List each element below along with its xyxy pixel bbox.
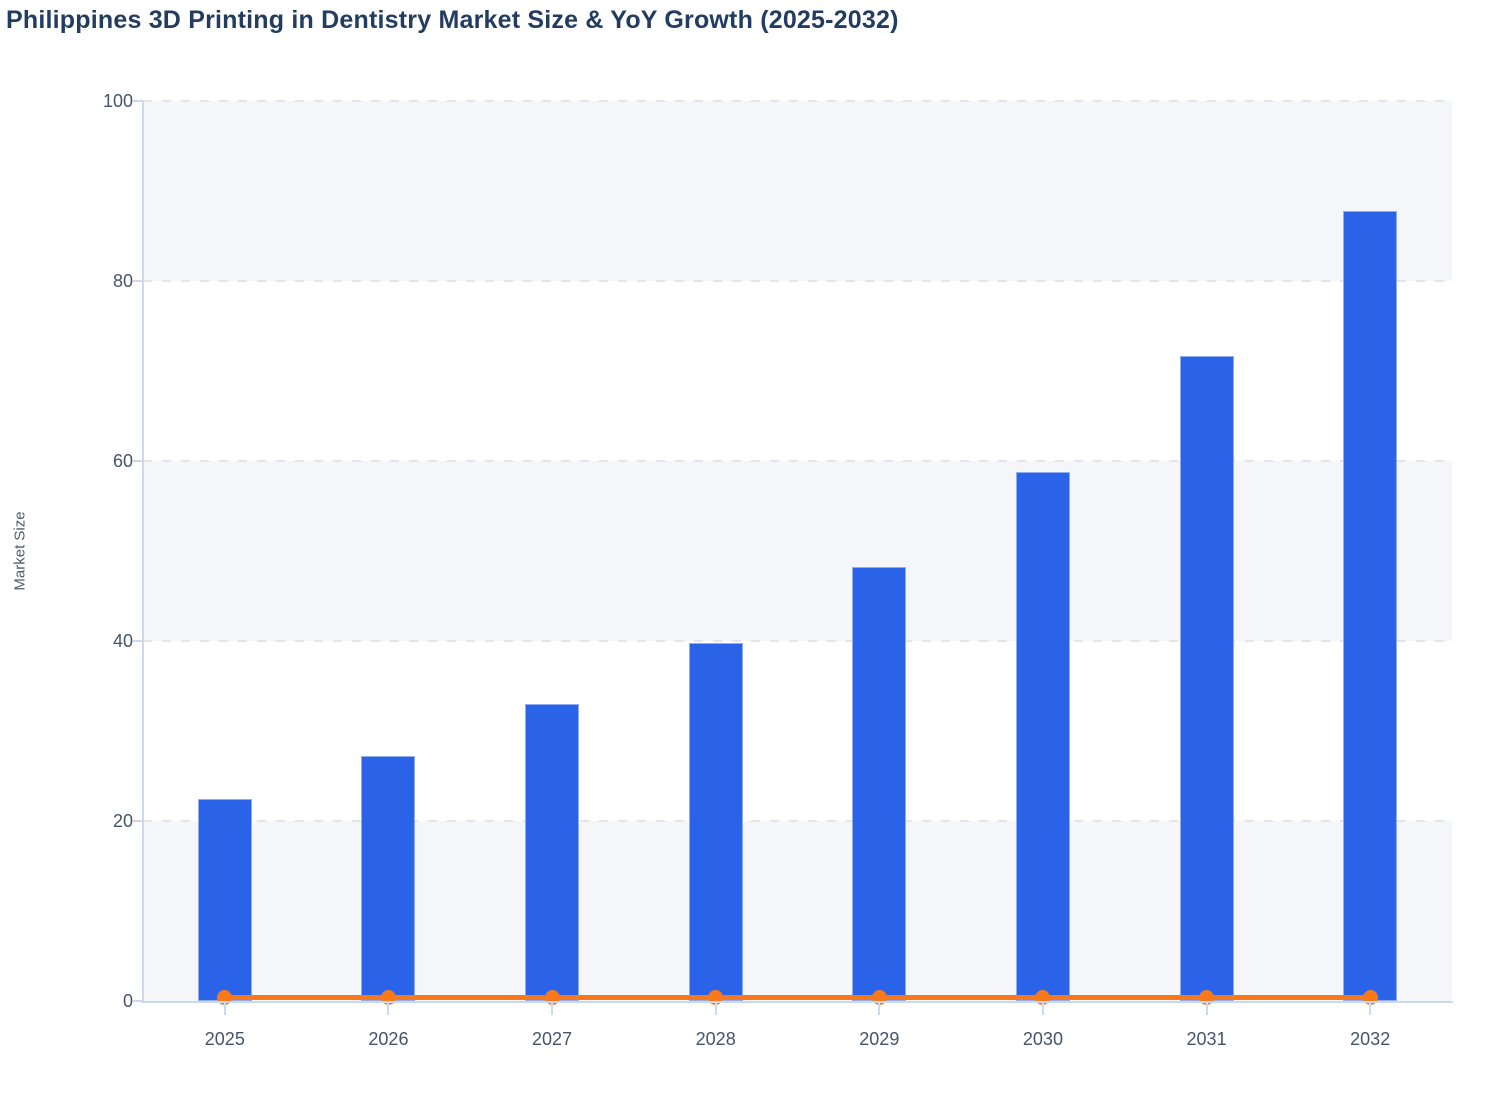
bar-2030[interactable] (1015, 471, 1070, 1001)
y-tick-label-60: 60 (112, 451, 133, 471)
bar-2029[interactable] (852, 567, 907, 1001)
x-tick-mark-2028 (714, 1003, 717, 1015)
y-tick-mark-60 (133, 460, 143, 462)
gridline-80 (143, 280, 1452, 282)
plot-band-40-60 (143, 461, 1452, 641)
yoy-growth-line[interactable] (224, 994, 1371, 1000)
bar-2026[interactable] (361, 756, 416, 1001)
plot-band-0-20 (143, 821, 1452, 1001)
y-tick-label-20: 20 (112, 811, 133, 831)
gridline-100 (143, 100, 1452, 102)
x-axis-label-2028: 2028 (695, 1029, 736, 1049)
y-tick-mark-80 (133, 280, 143, 282)
bar-2032[interactable] (1343, 210, 1398, 1001)
x-axis-label-2026: 2026 (368, 1029, 409, 1049)
y-tick-mark-100 (133, 100, 143, 102)
y-tick-label-100: 100 (102, 91, 133, 111)
chart-title: Philippines 3D Printing in Dentistry Mar… (6, 6, 899, 34)
x-tick-mark-2031 (1205, 1003, 1208, 1015)
x-axis-label-2025: 2025 (204, 1029, 245, 1049)
y-tick-mark-20 (133, 820, 143, 822)
x-tick-mark-2027 (551, 1003, 554, 1015)
bar-2027[interactable] (525, 704, 580, 1001)
y-tick-label-0: 0 (122, 991, 133, 1011)
y-axis-line (142, 101, 144, 1003)
bar-2025[interactable] (197, 798, 252, 1001)
gridline-60 (143, 460, 1452, 462)
gridline-40 (143, 640, 1452, 642)
plot-band-80-100 (143, 101, 1452, 281)
bar-2028[interactable] (688, 642, 743, 1001)
y-tick-mark-40 (133, 640, 143, 642)
gridline-20 (143, 820, 1452, 822)
x-axis-label-2030: 2030 (1022, 1029, 1063, 1049)
x-axis-label-2027: 2027 (532, 1029, 573, 1049)
bar-2031[interactable] (1179, 355, 1234, 1001)
y-tick-mark-0 (133, 1000, 143, 1002)
y-tick-label-80: 80 (112, 271, 133, 291)
x-tick-mark-2032 (1369, 1003, 1372, 1015)
x-tick-mark-2025 (223, 1003, 226, 1015)
x-tick-mark-2029 (878, 1003, 881, 1015)
x-axis-line (142, 1001, 1453, 1003)
x-axis-label-2031: 2031 (1186, 1029, 1227, 1049)
y-axis-title: Market Size (11, 511, 29, 591)
x-axis-label-2032: 2032 (1350, 1029, 1391, 1049)
plot-area (143, 100, 1452, 1005)
x-tick-mark-2026 (387, 1003, 390, 1015)
y-tick-label-40: 40 (112, 631, 133, 651)
x-axis-label-2029: 2029 (859, 1029, 900, 1049)
x-tick-mark-2030 (1041, 1003, 1044, 1015)
